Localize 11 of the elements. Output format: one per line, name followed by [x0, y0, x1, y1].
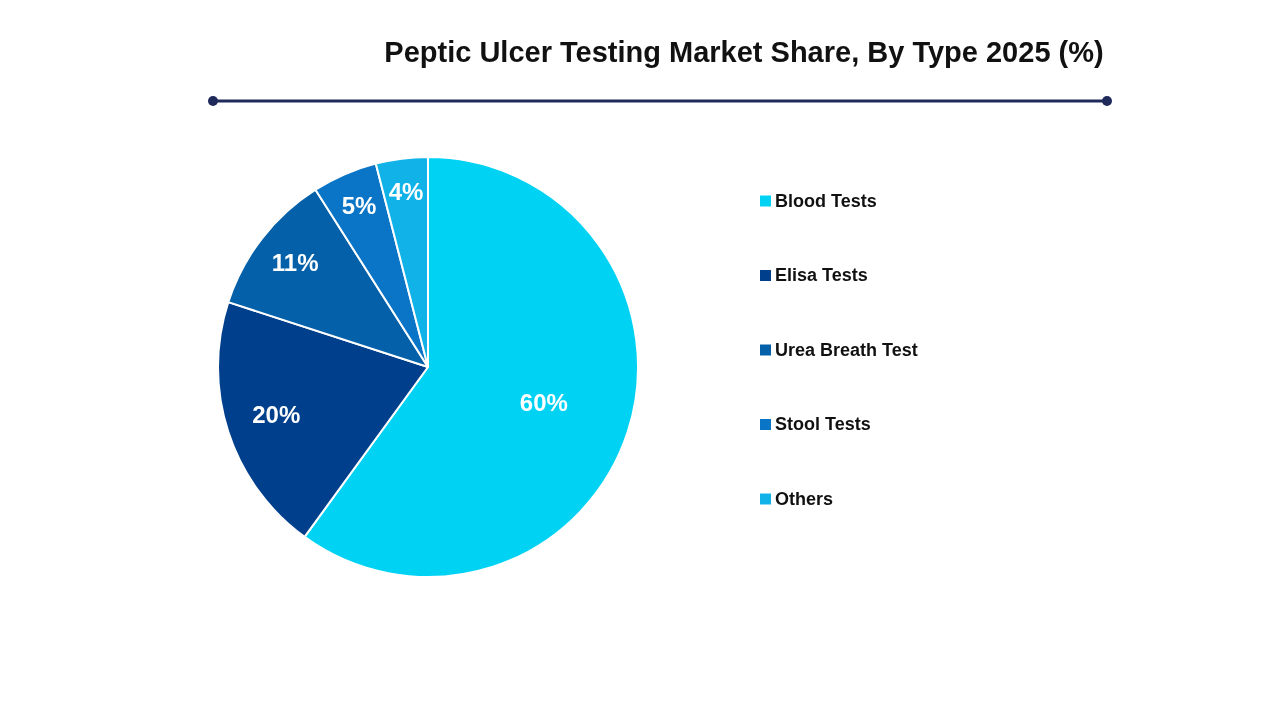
data-label: 11% [271, 248, 319, 276]
legend-label: Stool Tests [775, 414, 871, 435]
data-label: 60% [519, 389, 568, 417]
legend-label: Others [775, 488, 834, 509]
chart-title: Peptic Ulcer Testing Market Share, By Type 2025 (%) [383, 35, 1105, 70]
data-label: 4% [388, 178, 424, 206]
legend-label: Elisa Tests [775, 265, 868, 286]
data-label: 20% [252, 400, 301, 428]
legend-label: Blood Tests [775, 190, 877, 211]
data-label: 5% [341, 192, 377, 220]
legend-label: Urea Breath Test [775, 339, 918, 360]
